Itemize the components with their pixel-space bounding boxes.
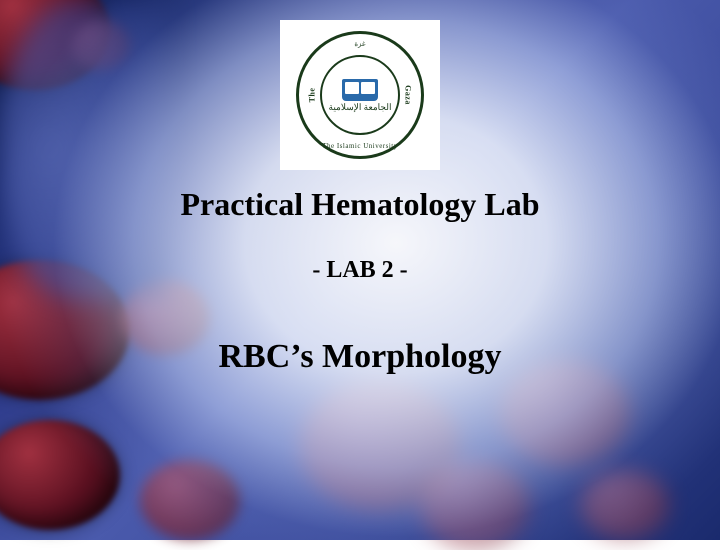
university-logo: غزة The Gaza الجامعة الإسلامية The Islam… <box>280 20 440 170</box>
book-icon <box>342 79 378 101</box>
title-line1: Practical Hematology Lab <box>180 186 539 223</box>
seal-text-right: Gaza <box>404 34 413 156</box>
seal-text-bottom: The Islamic University <box>299 142 421 150</box>
seal-inner: الجامعة الإسلامية <box>320 55 400 135</box>
seal-icon: غزة The Gaza الجامعة الإسلامية The Islam… <box>296 31 424 159</box>
seal-text-left: The <box>308 34 317 156</box>
content-vignette: غزة The Gaza الجامعة الإسلامية The Islam… <box>0 0 720 540</box>
seal-arabic: الجامعة الإسلامية <box>329 103 392 112</box>
title-line2: RBC’s Morphology <box>218 338 501 376</box>
subtitle: - LAB 2 - <box>312 257 407 284</box>
slide-background: غزة The Gaza الجامعة الإسلامية The Islam… <box>0 0 720 540</box>
